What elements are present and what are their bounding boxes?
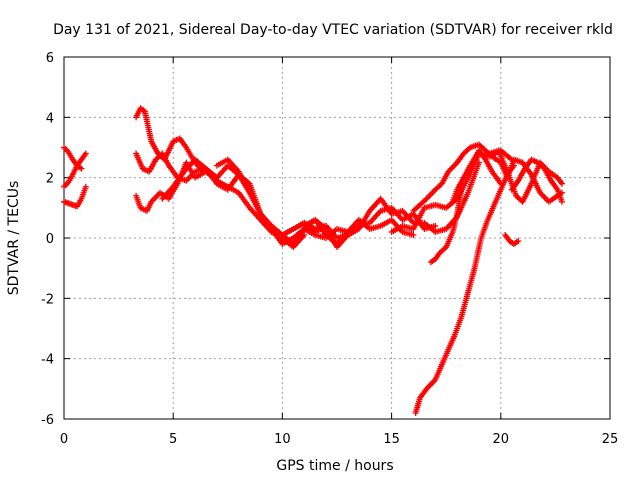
data-point-marker [422, 196, 429, 203]
data-point-marker [82, 150, 89, 157]
data-points [61, 105, 565, 416]
y-tick-label: 2 [46, 172, 54, 187]
series-track-a [61, 150, 89, 190]
series-track-l [410, 141, 504, 214]
x-tick-label: 20 [493, 432, 510, 447]
y-tick-label: -4 [41, 353, 54, 368]
data-point-marker [441, 245, 448, 252]
x-axis-label: GPS time / hours [276, 458, 393, 474]
series-track-o [449, 147, 504, 205]
x-tick-labels: 0 5 10 15 20 25 [60, 432, 618, 447]
data-point-marker [465, 145, 472, 152]
y-tick-label: 4 [46, 111, 54, 126]
axis-ticks [63, 56, 611, 420]
series-track-q [497, 156, 565, 205]
x-tick-label: 25 [602, 432, 619, 447]
x-tick-label: 15 [383, 432, 400, 447]
series-track-r [508, 156, 565, 205]
data-point-marker [515, 238, 522, 245]
data-point-marker [432, 222, 439, 229]
data-point-marker [78, 165, 85, 172]
data-point-marker [497, 180, 504, 187]
y-tick-label: 6 [46, 51, 54, 66]
series-track-n [427, 186, 465, 266]
y-axis-label: SDTVAR / TECUs [6, 181, 22, 296]
data-point-marker [558, 189, 565, 196]
y-tick-label: 0 [46, 232, 54, 247]
data-point-marker [558, 198, 565, 205]
data-point-marker [410, 231, 417, 238]
series-track-s [502, 231, 522, 248]
x-tick-label: 10 [274, 432, 291, 447]
y-tick-labels: -6 -4 -2 0 2 4 6 [41, 51, 54, 428]
series-track-c [61, 183, 89, 210]
series-track-j [301, 204, 439, 251]
chart-title: Day 131 of 2021, Sidereal Day-to-day VTE… [53, 22, 613, 38]
x-tick-label: 0 [60, 432, 68, 447]
x-tick-label: 5 [169, 432, 177, 447]
series-track-b [61, 144, 85, 172]
data-point-marker [82, 183, 89, 190]
data-point-marker [558, 180, 565, 187]
y-tick-label: -2 [41, 292, 54, 307]
y-tick-label: -6 [41, 413, 54, 428]
